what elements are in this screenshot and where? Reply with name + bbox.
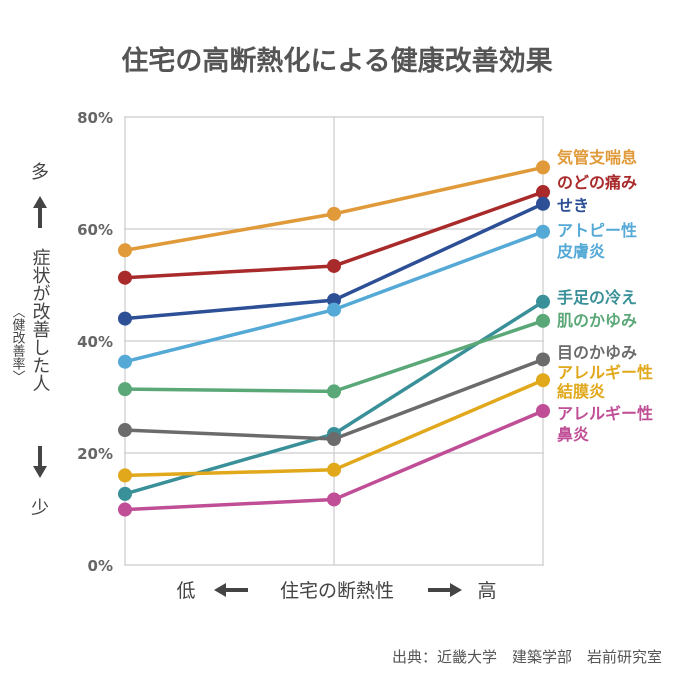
data-point — [536, 294, 550, 309]
y-axis-bottom-label: 少 — [31, 498, 49, 519]
legend-label: 鼻炎 — [557, 425, 589, 444]
y-axis-label-group: 多 症状が改善した人 〈健改善率〉 少 — [10, 162, 51, 519]
legend-label: アレルギー性 — [557, 404, 653, 423]
legend-label: 目のかゆみ — [557, 343, 637, 362]
data-point — [118, 382, 132, 397]
y-axis-label: 症状が改善した人 — [30, 248, 51, 392]
y-tick-label: 0% — [88, 557, 113, 575]
data-point — [327, 492, 341, 507]
y-tick-label: 80% — [77, 109, 113, 127]
arrow-down-icon — [33, 446, 47, 478]
legend-label: 皮膚炎 — [556, 242, 605, 261]
chart-title: 住宅の高断熱化による健康改善効果 — [121, 45, 552, 77]
x-category-low: 低 — [176, 580, 195, 602]
legend-label: せき — [557, 196, 589, 215]
data-point — [536, 404, 550, 418]
legend-label: のどの痛み — [557, 173, 637, 192]
data-point — [118, 270, 132, 285]
data-point — [118, 243, 132, 258]
data-point — [118, 354, 132, 369]
y-axis-sublabel: 〈健改善率〉 — [10, 305, 26, 383]
x-category-high: 高 — [477, 580, 496, 602]
legend-label: 結膜炎 — [557, 382, 605, 401]
data-point — [536, 196, 550, 211]
arrow-left-icon — [214, 583, 248, 597]
data-point — [536, 160, 550, 175]
data-point — [118, 502, 132, 517]
arrow-right-icon — [428, 583, 462, 597]
arrow-up-icon — [33, 196, 47, 228]
y-tick-label: 40% — [77, 333, 113, 351]
legend: 気管支喘息のどの痛みせきアトピー性皮膚炎手足の冷え肌のかゆみ目のかゆみアレルギー… — [556, 148, 653, 444]
data-point — [536, 185, 550, 200]
data-point — [118, 486, 132, 501]
data-point — [327, 258, 341, 273]
data-point — [327, 302, 341, 317]
data-point — [327, 384, 341, 399]
data-point — [118, 468, 132, 483]
data-point — [118, 423, 132, 438]
legend-label: 手足の冷え — [557, 288, 637, 307]
x-axis-label-group: 低 住宅の断熱性 高 — [176, 580, 496, 602]
y-axis-top-label: 多 — [31, 162, 49, 183]
x-axis-label: 住宅の断熱性 — [280, 580, 394, 602]
data-point — [536, 224, 550, 239]
series-group — [118, 160, 550, 517]
data-point — [327, 462, 341, 477]
source-note: 出典：近畿大学 建築学部 岩前研究室 — [392, 648, 662, 666]
legend-label: 肌のかゆみ — [557, 311, 637, 330]
y-tick-label: 60% — [77, 221, 113, 239]
y-ticks: 0% 20% 40% 60% 80% — [77, 109, 113, 575]
data-point — [536, 313, 550, 328]
data-point — [536, 352, 550, 367]
legend-label: 気管支喘息 — [557, 148, 637, 167]
data-point — [327, 206, 341, 221]
grid — [124, 116, 544, 566]
legend-label: アレルギー性 — [557, 363, 653, 382]
y-tick-label: 20% — [77, 445, 113, 463]
data-point — [536, 373, 550, 388]
data-point — [118, 311, 132, 326]
data-point — [327, 432, 341, 446]
legend-label: アトピー性 — [557, 221, 637, 240]
